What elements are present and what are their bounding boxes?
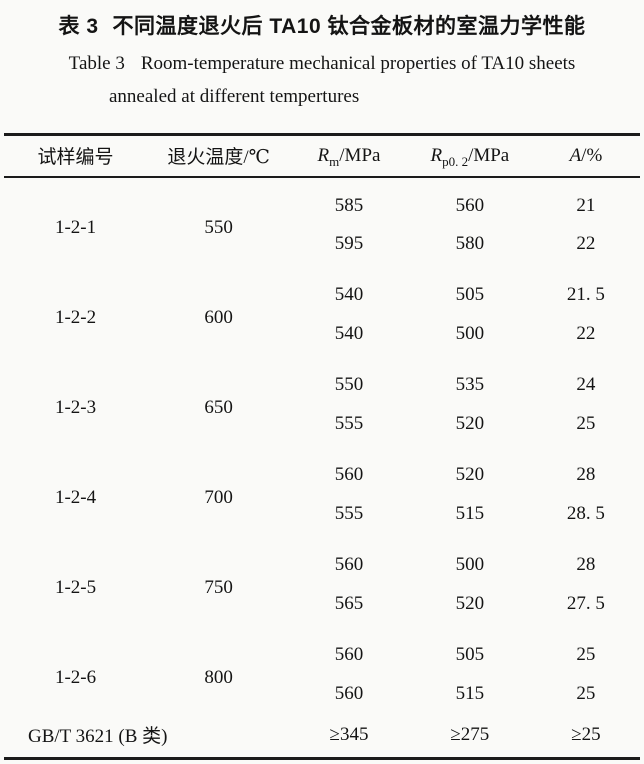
- sample-id-cell: 1-2-6: [54, 666, 97, 688]
- rp02-cell: 535: [455, 374, 485, 395]
- table-row: 560 515 25: [4, 672, 640, 717]
- elongation-minimum-cell: ≥25: [571, 723, 601, 745]
- rm-cell: 565: [334, 593, 364, 614]
- elongation-cell: 25: [576, 413, 596, 434]
- rp02-cell: 515: [455, 683, 485, 704]
- rp02-unit: /MPa: [468, 144, 510, 166]
- anneal-temp-cell: 700: [204, 486, 233, 508]
- rm-cell: 555: [334, 503, 364, 524]
- anneal-temp-cell: 650: [204, 396, 233, 418]
- rp02-cell: 520: [455, 593, 485, 614]
- rp02-cell: 500: [455, 323, 485, 344]
- table-row: 1-2-4 700 560 520 28: [4, 447, 640, 508]
- rm-cell: 595: [334, 233, 364, 254]
- table-row: 1-2-1 550 585 560 21: [4, 177, 640, 239]
- rp02-cell: 500: [455, 554, 485, 575]
- anneal-temp-cell: 550: [204, 217, 233, 238]
- caption-cn-label: 表 3: [58, 15, 99, 38]
- elongation-cell: 21. 5: [566, 284, 605, 305]
- sample-id-cell: 1-2-3: [54, 396, 97, 418]
- header-anneal-temp: 退火温度/℃: [147, 134, 291, 178]
- table-row: 1-2-5 750 560 500 28: [4, 537, 640, 598]
- rm-cell: 560: [334, 464, 364, 485]
- elongation-cell: 24: [576, 374, 596, 395]
- rp02-subscript: p0. 2: [442, 153, 469, 169]
- rm-subscript: m: [329, 153, 340, 169]
- rp02-cell: 505: [455, 284, 485, 305]
- rm-cell: 540: [334, 284, 364, 305]
- rm-cell: 555: [334, 413, 364, 434]
- anneal-temp-cell: 750: [204, 576, 233, 598]
- rp02-cell: 520: [455, 413, 485, 434]
- table-header: 试样编号 退火温度/℃ Rm/MPa Rp0. 2/MPa A/%: [4, 134, 640, 178]
- rp02-cell: 580: [455, 233, 485, 254]
- rp02-symbol: R: [430, 144, 443, 166]
- header-rp02: Rp0. 2/MPa: [407, 134, 532, 178]
- sample-id-cell: 1-2-2: [54, 306, 97, 328]
- rm-cell: 550: [334, 374, 364, 395]
- mechanical-properties-table: 试样编号 退火温度/℃ Rm/MPa Rp0. 2/MPa A/% 1-2-1 …: [4, 133, 640, 760]
- caption-cn-text: 不同温度退火后 TA10 钛合金板材的室温力学性能: [112, 15, 586, 38]
- rm-cell: 560: [334, 554, 364, 575]
- header-row: 试样编号 退火温度/℃ Rm/MPa Rp0. 2/MPa A/%: [4, 134, 640, 178]
- rp02-cell: 505: [455, 644, 485, 665]
- table-row: 540 500 22: [4, 312, 640, 357]
- rp02-cell: 515: [455, 503, 485, 524]
- caption-en-label: Table 3: [68, 53, 125, 74]
- table-body: 1-2-1 550 585 560 21 595 580 22 1-2-2 60…: [4, 177, 640, 717]
- anneal-temp-cell: 600: [204, 306, 233, 328]
- elongation-cell: 25: [576, 644, 596, 665]
- elongation-cell: 28: [576, 554, 596, 575]
- rm-cell: 585: [334, 194, 364, 216]
- rm-cell: 560: [334, 683, 364, 704]
- table-row: 595 580 22: [4, 222, 640, 267]
- table-caption-english: Table 3 Room-temperature mechanical prope…: [4, 53, 640, 75]
- header-sample-id: 试样编号: [4, 134, 148, 178]
- rm-cell: 540: [334, 323, 364, 344]
- header-rm: Rm/MPa: [290, 134, 408, 178]
- sample-id-cell: 1-2-1: [54, 217, 97, 238]
- standard-label-cell: GB/T 3621 (B 类): [28, 726, 168, 748]
- header-elongation: A/%: [531, 134, 640, 178]
- elongation-cell: 28: [576, 464, 596, 485]
- elongation-cell: 22: [576, 233, 596, 254]
- elongation-cell: 21: [576, 194, 596, 216]
- elongation-cell: 25: [576, 683, 596, 704]
- elongation-cell: 28. 5: [566, 503, 605, 524]
- anneal-temp-cell: 800: [204, 666, 233, 688]
- table-caption-chinese: 表 3 不同温度退火后 TA10 钛合金板材的室温力学性能: [4, 8, 640, 40]
- rp02-cell: 520: [455, 464, 485, 485]
- caption-en-text: Room-temperature mechanical properties o…: [140, 53, 576, 74]
- rm-cell: 560: [334, 644, 364, 665]
- table-row: 1-2-6 800 560 505 25: [4, 627, 640, 688]
- sample-id-cell: 1-2-4: [54, 486, 97, 508]
- table-caption-english-line2: annealed at different tempertures: [109, 86, 360, 107]
- table-footer: GB/T 3621 (B 类) ≥345 ≥275 ≥25: [4, 717, 640, 759]
- elongation-cell: 22: [576, 323, 596, 344]
- table-row: 565 520 27. 5: [4, 582, 640, 627]
- table-row: 555 515 28. 5: [4, 492, 640, 537]
- table-row: 555 520 25: [4, 402, 640, 447]
- rp02-cell: 560: [455, 194, 485, 216]
- elongation-symbol: A: [569, 144, 582, 166]
- rm-minimum-cell: ≥345: [329, 723, 369, 745]
- table-row: 1-2-2 600 540 505 21. 5: [4, 267, 640, 328]
- rm-symbol: R: [317, 144, 330, 166]
- elongation-cell: 27. 5: [566, 593, 605, 614]
- sample-id-cell: 1-2-5: [54, 576, 97, 598]
- rm-unit: /MPa: [339, 144, 381, 166]
- elongation-unit: /%: [581, 144, 603, 166]
- standard-row: GB/T 3621 (B 类) ≥345 ≥275 ≥25: [4, 717, 640, 759]
- rp02-minimum-cell: ≥275: [450, 723, 490, 745]
- table-row: 1-2-3 650 550 535 24: [4, 357, 640, 418]
